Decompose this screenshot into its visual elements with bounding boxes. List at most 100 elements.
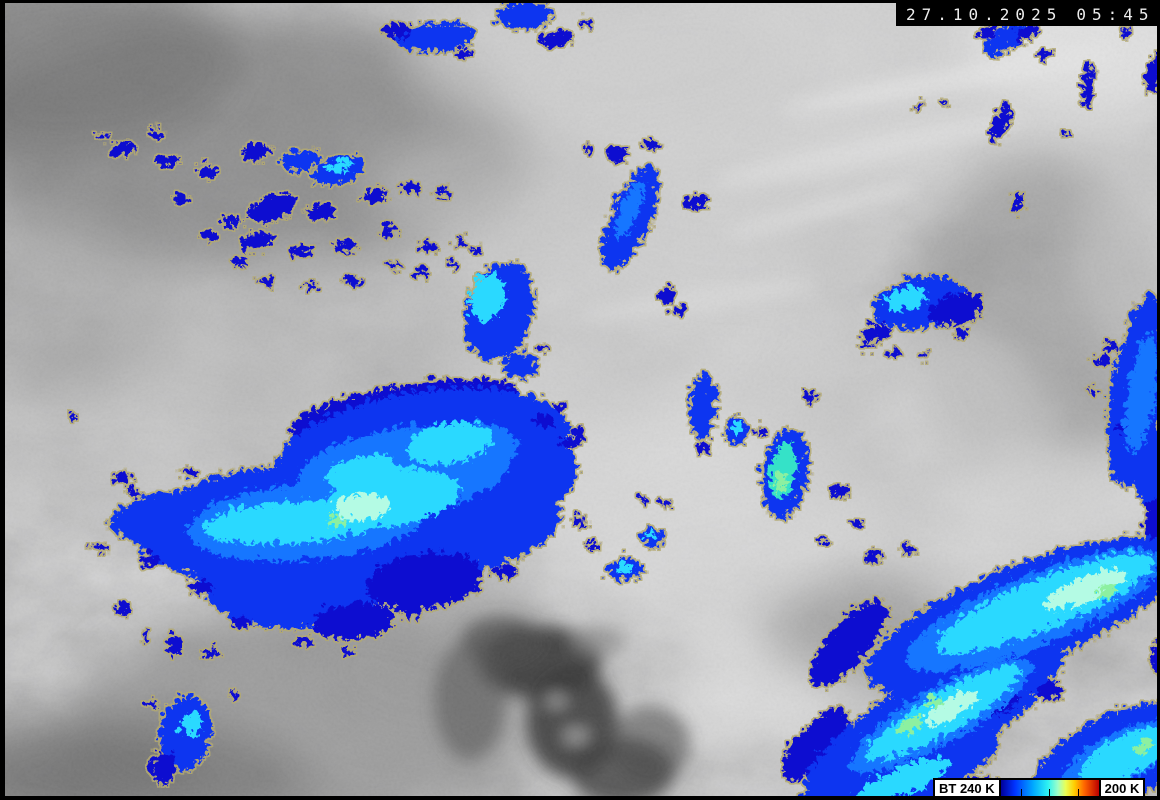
cold-cloud-blob bbox=[583, 539, 597, 547]
cold-cloud-blob bbox=[300, 279, 316, 287]
cold-cloud-blob bbox=[166, 631, 178, 653]
cold-cloud-blob bbox=[640, 136, 656, 146]
colorbar-tick bbox=[1048, 789, 1050, 796]
cold-cloud-blob bbox=[1111, 419, 1123, 429]
cold-cloud-blob bbox=[324, 156, 350, 170]
cold-cloud-blob bbox=[277, 147, 317, 169]
cold-cloud-blob bbox=[381, 20, 407, 36]
cold-cloud-blob bbox=[200, 645, 216, 655]
cold-cloud-blob bbox=[442, 258, 454, 266]
cold-cloud-blob bbox=[861, 546, 879, 558]
cold-cloud-blob bbox=[493, 0, 549, 25]
cold-cloud-blob bbox=[568, 513, 584, 523]
cold-cloud-blob bbox=[654, 285, 672, 299]
cold-cloud-blob bbox=[399, 604, 417, 616]
cold-cloud-blob bbox=[658, 496, 668, 504]
cold-cloud-blob bbox=[884, 346, 896, 354]
cold-cloud-blob bbox=[376, 223, 394, 233]
cold-cloud-blob bbox=[611, 176, 641, 236]
cold-cloud-blob bbox=[123, 486, 137, 494]
cold-cloud-blob bbox=[383, 258, 397, 266]
cold-cloud-blob bbox=[397, 178, 419, 190]
cold-cloud-blob bbox=[575, 16, 589, 24]
cold-cloud-blob bbox=[94, 129, 106, 137]
cold-cloud-blob bbox=[152, 151, 174, 165]
cold-cloud-blob bbox=[844, 753, 948, 800]
cold-cloud-blob bbox=[529, 411, 551, 425]
cold-cloud-blob bbox=[501, 348, 533, 376]
cold-cloud-blob bbox=[460, 579, 476, 589]
colorbar-tick bbox=[1021, 789, 1023, 796]
cold-cloud-blob bbox=[778, 705, 846, 779]
legend-left-label: BT 240 K bbox=[933, 778, 1001, 798]
cold-cloud-blob bbox=[537, 27, 569, 45]
cold-cloud-enhancement-layer bbox=[64, 0, 1160, 800]
cold-cloud-blob bbox=[489, 561, 511, 575]
cold-cloud-blob bbox=[915, 348, 925, 356]
cold-cloud-blob bbox=[858, 321, 886, 339]
cold-cloud-blob bbox=[138, 552, 158, 564]
cold-cloud-blob bbox=[292, 633, 308, 643]
colorbar-gradient bbox=[1000, 778, 1099, 798]
cold-cloud-blob bbox=[432, 184, 448, 194]
cold-cloud-blob bbox=[1131, 430, 1160, 506]
cold-cloud-blob bbox=[899, 542, 911, 550]
cold-cloud-blob bbox=[143, 696, 153, 704]
cold-cloud-blob bbox=[310, 599, 390, 637]
cold-cloud-blob bbox=[1147, 641, 1160, 669]
cold-cloud-blob bbox=[799, 389, 813, 399]
cold-cloud-blob bbox=[412, 266, 424, 274]
cold-cloud-blob bbox=[635, 493, 645, 501]
cold-cloud-blob bbox=[466, 270, 502, 318]
cold-cloud-blob bbox=[144, 127, 160, 135]
cold-cloud-blob bbox=[580, 142, 592, 150]
cold-cloud-blob bbox=[924, 290, 980, 322]
cold-cloud-blob bbox=[550, 400, 562, 408]
cold-cloud-blob bbox=[254, 273, 270, 283]
cold-cloud-blob bbox=[532, 340, 544, 348]
cold-cloud-blob bbox=[323, 513, 341, 525]
cold-cloud-blob bbox=[178, 709, 198, 733]
cold-cloud-blob bbox=[1033, 680, 1059, 696]
timestamp-overlay: 27.10.2025 05:45 bbox=[896, 3, 1160, 26]
cold-cloud-blob bbox=[987, 99, 1009, 139]
cold-cloud-blob bbox=[402, 419, 490, 461]
cold-cloud-blob bbox=[921, 687, 975, 723]
cold-cloud-blob bbox=[1142, 52, 1158, 90]
cold-cloud-blob bbox=[187, 577, 209, 591]
cold-cloud-blob bbox=[341, 273, 359, 283]
cold-cloud-blob bbox=[611, 559, 629, 571]
cold-cloud-blob bbox=[670, 304, 682, 312]
cold-cloud-blob bbox=[980, 19, 1024, 53]
cold-cloud-blob bbox=[284, 241, 310, 255]
cold-cloud-blob bbox=[64, 411, 72, 417]
cold-cloud-blob bbox=[728, 420, 738, 432]
cold-cloud-blob bbox=[451, 45, 469, 55]
cold-cloud-blob bbox=[686, 369, 714, 435]
cold-cloud-blob bbox=[557, 433, 573, 443]
cold-cloud-blob bbox=[324, 451, 396, 489]
cold-cloud-blob bbox=[1040, 566, 1124, 606]
cold-cloud-blob bbox=[228, 254, 242, 262]
timestamp-date: 27.10.2025 bbox=[906, 5, 1063, 24]
cold-cloud-blob bbox=[218, 212, 238, 224]
cold-cloud-blob bbox=[912, 100, 918, 106]
cold-cloud-blob bbox=[112, 601, 128, 611]
cold-cloud-blob bbox=[194, 162, 214, 174]
cold-cloud-blob bbox=[1092, 353, 1108, 363]
cold-cloud-blob bbox=[235, 228, 271, 248]
cold-cloud-blob bbox=[228, 612, 248, 624]
cold-cloud-blob bbox=[360, 184, 384, 200]
cold-cloud-blob bbox=[1141, 492, 1160, 548]
cold-cloud-blob bbox=[1058, 127, 1066, 133]
cold-cloud-blob bbox=[303, 199, 333, 217]
cold-cloud-blob bbox=[1102, 340, 1114, 348]
cold-cloud-blob bbox=[1117, 25, 1127, 33]
cold-cloud-blob bbox=[752, 424, 764, 432]
cold-cloud-blob bbox=[881, 284, 923, 308]
cold-cloud-blob bbox=[147, 748, 173, 780]
cold-cloud-blob bbox=[238, 139, 268, 157]
